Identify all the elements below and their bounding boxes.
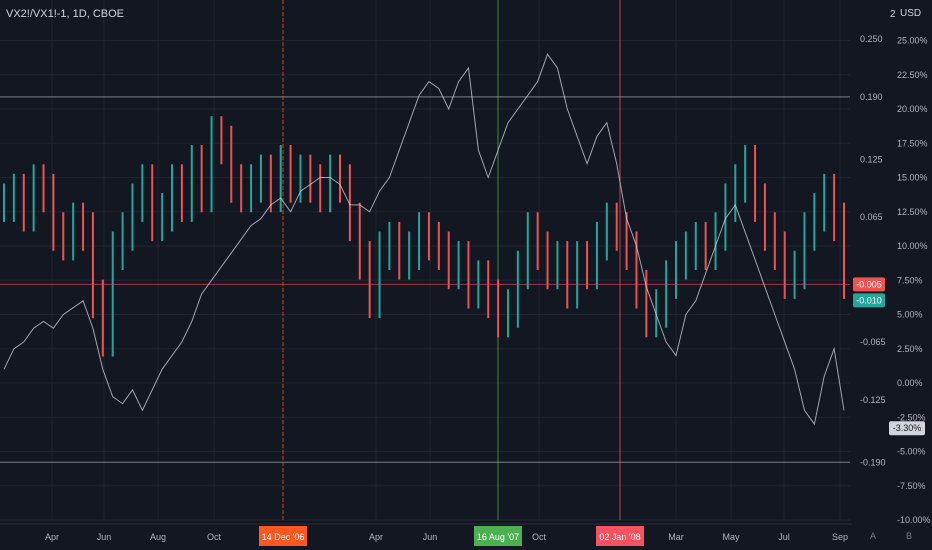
compare-line-series xyxy=(3,53,845,426)
time-axis-tick: Jun xyxy=(97,532,112,542)
right-axis-tick: 2.50% xyxy=(897,344,923,354)
date-marker-label: 02 Jan '08 xyxy=(599,532,640,542)
right-axis-tick: -2.50% xyxy=(897,412,926,422)
time-axis-tick: May xyxy=(722,532,740,542)
date-marker-badge xyxy=(259,526,307,546)
date-marker-badge xyxy=(474,526,522,546)
right-axis-tick: 20.00% xyxy=(897,104,928,114)
time-axis-tick: Apr xyxy=(369,532,383,542)
time-axis-tick: Mar xyxy=(668,532,684,542)
right-axis-tick: 5.00% xyxy=(897,310,923,320)
left-axis-tick: -0.065 xyxy=(860,337,886,347)
current-price-label: -0.005 xyxy=(856,279,882,289)
left-price-axis[interactable]: 0.250 0.190 0.125 0.065 -0.065 -0.125 -0.190 xyxy=(860,34,886,467)
time-axis-tick: Jul xyxy=(778,532,790,542)
time-axis-tick: Apr xyxy=(45,532,59,542)
highlight-vertical-lines xyxy=(282,0,621,520)
right-axis-tick: -7.50% xyxy=(897,481,926,491)
date-marker-label: 16 Aug '07 xyxy=(477,532,519,542)
price-badges: -0.005 -0.010 -3.30% 2 xyxy=(853,9,925,436)
secondary-price-badge xyxy=(853,293,885,308)
right-axis-tick: 0.00% xyxy=(897,378,923,388)
right-percent-axis[interactable]: 25.00% 22.50% 20.00% 17.50% 15.00% 12.50% 10.0… xyxy=(897,36,931,525)
date-marker-label: 14 Dec '06 xyxy=(262,532,305,542)
current-price-badge xyxy=(853,277,885,292)
left-axis-tick: 0.250 xyxy=(860,34,883,44)
currency-unit[interactable]: USD xyxy=(900,8,922,19)
right-axis-tick: 17.50% xyxy=(897,138,928,148)
time-axis-tick: Oct xyxy=(207,532,222,542)
log-scale-button[interactable]: B xyxy=(906,531,913,541)
right-axis-tick: 10.00% xyxy=(897,241,928,251)
right-axis-tick: -10.00% xyxy=(897,515,931,525)
right-axis-tick: 15.00% xyxy=(897,173,928,183)
auto-scale-button[interactable]: A xyxy=(870,531,877,541)
grid xyxy=(0,0,850,521)
right-axis-tick: 12.50% xyxy=(897,207,928,217)
left-axis-tick: -0.190 xyxy=(860,457,886,467)
current-percent-badge xyxy=(889,421,925,436)
time-axis-tick: Sep xyxy=(832,532,848,542)
current-percent-label: -3.30% xyxy=(893,423,922,433)
left-axis-tick: 0.065 xyxy=(860,212,883,222)
secondary-price-label: -0.010 xyxy=(856,295,882,305)
time-axis-tick: Oct xyxy=(532,532,547,542)
right-axis-tick: 7.50% xyxy=(897,275,923,285)
candle-series xyxy=(3,116,845,357)
right-axis-tick: -5.00% xyxy=(897,447,926,457)
ticker-label[interactable]: VX2!/VX1!-1, 1D, CBOE xyxy=(6,8,124,20)
left-axis-tick: 0.190 xyxy=(860,92,883,102)
time-axis-tick: Jun xyxy=(423,532,438,542)
left-axis-tick: -0.125 xyxy=(860,395,886,405)
date-marker-badge xyxy=(596,526,644,546)
right-axis-tick: 25.00% xyxy=(897,36,928,46)
time-axis[interactable]: Apr Jun Aug Oct 14 Dec '06 Apr Jun 16 Aug '07 Oc… xyxy=(0,523,852,546)
right-axis-tick: 22.50% xyxy=(897,70,928,80)
settings-digit: 2 xyxy=(890,9,896,20)
time-axis-tick: Aug xyxy=(150,532,166,542)
horizontal-lines xyxy=(0,96,850,463)
left-axis-tick: 0.125 xyxy=(860,154,883,164)
